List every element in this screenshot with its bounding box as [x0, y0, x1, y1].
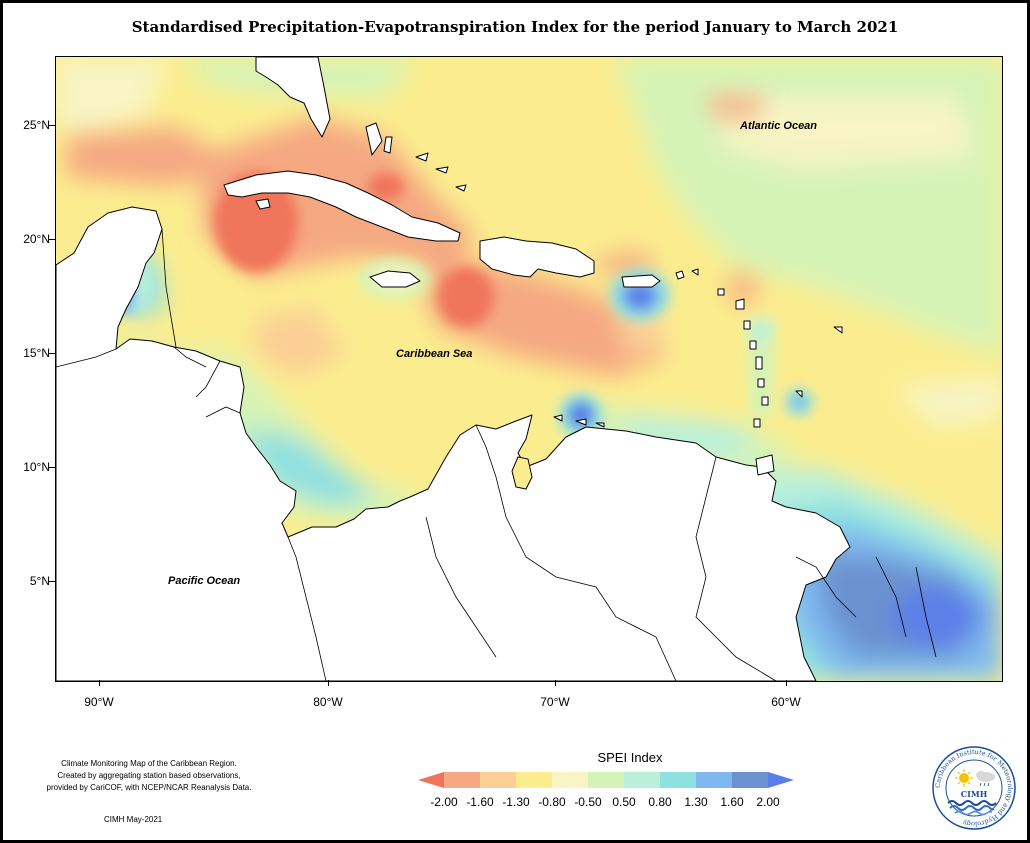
legend-swatch — [624, 772, 661, 788]
legend-tick-label: 2.00 — [756, 795, 780, 809]
legend-swatch — [732, 772, 769, 788]
legend-swatch-low-extend — [418, 772, 444, 788]
lon-tick-70w — [555, 680, 556, 686]
lat-tick-15n — [49, 353, 55, 354]
legend-tick-label: -1.30 — [502, 795, 530, 809]
land-masses — [56, 57, 851, 681]
credits-date: CIMH May-2021 — [104, 815, 163, 824]
land-florida — [255, 57, 331, 138]
legend-swatch — [588, 772, 625, 788]
legend-tick-label: 0.50 — [612, 795, 636, 809]
lat-tick-5n — [49, 581, 55, 582]
lon-tick-90w — [99, 680, 100, 686]
label-atlantic-ocean: Atlantic Ocean — [740, 120, 818, 132]
lat-label-25n: 25°N — [23, 118, 50, 132]
legend-tick-label: -1.60 — [466, 795, 494, 809]
spei-field-wet-atlantic — [56, 57, 1002, 427]
label-pacific-ocean: Pacific Ocean — [168, 575, 241, 587]
land-trinidad — [755, 454, 775, 476]
legend-tick-label: 1.30 — [684, 795, 708, 809]
spei-field-barbados — [785, 388, 813, 416]
lon-label-80w: 80°W — [313, 695, 343, 709]
legend-swatch — [552, 772, 589, 788]
legend-title: SPEI Index — [597, 750, 663, 765]
legend-tick-label: -2.00 — [430, 795, 458, 809]
legend-swatch — [480, 772, 517, 788]
credits-line-1: Climate Monitoring Map of the Caribbean … — [61, 759, 237, 768]
lat-tick-25n — [49, 125, 55, 126]
legend-swatch — [696, 772, 733, 788]
legend-swatch — [516, 772, 553, 788]
land-lesser-antilles — [675, 268, 843, 428]
logo-org-text: CIMH — [961, 789, 988, 799]
legend-tick-label: 1.60 — [720, 795, 744, 809]
land-puerto-rico — [621, 274, 661, 288]
lat-label-10n: 10°N — [23, 460, 50, 474]
land-bahamas — [365, 122, 467, 192]
legend-swatch — [444, 772, 481, 788]
lake-maracaibo — [511, 456, 533, 490]
legend-tick-labels: -2.00 -1.60 -1.30 -0.80 -0.50 0.50 0.80 1.30 1.6… — [418, 795, 794, 811]
label-caribbean-sea: Caribbean Sea — [396, 348, 473, 360]
land-cuba — [223, 170, 461, 242]
lon-label-60w: 60°W — [771, 695, 801, 709]
map-title: Standardised Precipitation-Evapotranspir… — [131, 18, 899, 36]
spei-field-very-dry — [214, 172, 494, 327]
legend-swatch-high-extend — [768, 772, 794, 788]
spei-map — [55, 56, 1003, 682]
land-isla-juventud — [255, 198, 271, 210]
lat-label-15n: 15°N — [23, 346, 50, 360]
land-mainland — [56, 206, 851, 681]
credits-line-2: Created by aggregating station based obs… — [57, 771, 241, 780]
lon-tick-80w — [328, 680, 329, 686]
legend-tick-label: 0.80 — [648, 795, 672, 809]
lon-tick-60w — [786, 680, 787, 686]
spei-field-curacao — [559, 393, 603, 437]
land-hispaniola — [479, 236, 595, 278]
lon-label-90w: 90°W — [84, 695, 114, 709]
legend-tick-label: -0.50 — [574, 795, 602, 809]
map-credits: Climate Monitoring Map of the Caribbean … — [20, 758, 278, 794]
lat-tick-10n — [49, 467, 55, 468]
credits-line-3: provided by CariCOF, with NCEP/NCAR Rean… — [46, 783, 252, 792]
legend-swatch — [660, 772, 697, 788]
spei-map-canvas — [56, 57, 1002, 681]
lat-label-20n: 20°N — [23, 232, 50, 246]
cimh-logo: Caribbean Institute for Meteorology and … — [932, 746, 1016, 830]
lat-label-5n: 5°N — [29, 574, 50, 588]
sun-icon — [955, 769, 973, 787]
legend-colorbar — [418, 772, 794, 788]
land-abc-islands — [553, 414, 605, 428]
lon-label-70w: 70°W — [540, 695, 570, 709]
legend-tick-label: -0.80 — [538, 795, 566, 809]
country-borders — [56, 228, 937, 681]
waves-icon — [947, 800, 997, 816]
lat-tick-20n — [49, 239, 55, 240]
rain-cloud-icon — [976, 771, 995, 787]
land-jamaica — [369, 270, 421, 288]
